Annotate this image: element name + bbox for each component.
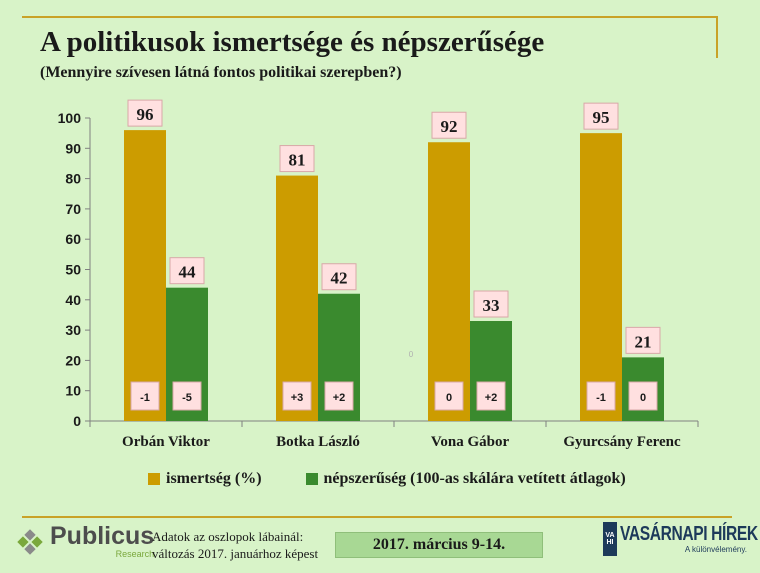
category-label: Vona Gábor	[431, 434, 510, 450]
y-tick-label: 70	[65, 201, 81, 217]
category-label: Gyurcsány Ferenc	[563, 434, 681, 450]
change-badge	[628, 381, 658, 411]
publicus-diamond-icon	[17, 528, 43, 555]
vasarnapi-hirek-name: VASÁRNAPI HÍREK	[620, 523, 758, 545]
bar	[428, 142, 470, 422]
y-tick-label: 50	[65, 262, 81, 278]
value-label: 96	[137, 105, 154, 124]
legend-item-ismertseg: ismertség (%)	[148, 470, 262, 488]
change-badge	[324, 381, 354, 411]
value-label-box	[321, 263, 357, 291]
bar	[276, 175, 318, 421]
y-tick-label: 40	[65, 292, 81, 308]
value-label-box	[473, 290, 509, 318]
y-tick-label: 60	[65, 231, 81, 247]
bottom-rule	[22, 516, 732, 518]
value-label-box	[431, 111, 467, 139]
vh-mark-top: VA	[605, 532, 615, 539]
change-badge	[586, 381, 616, 411]
change-label: +3	[291, 392, 304, 404]
stray-zero-label: 0	[409, 350, 414, 359]
value-label: 44	[179, 263, 197, 282]
y-tick-label: 100	[58, 110, 82, 126]
y-tick-label: 80	[65, 171, 81, 187]
footnote-line-1: Adatok az oszlopok lábainál:	[152, 529, 304, 544]
value-label: 42	[331, 269, 348, 288]
change-label: 0	[640, 392, 646, 404]
vasarnapi-hirek-logo: VA HI VASÁRNAPI HÍREK A különvélemény.	[603, 522, 758, 556]
survey-date: 2017. március 9-14.	[335, 532, 543, 558]
vasarnapi-hirek-tagline: A különvélemény.	[684, 545, 747, 554]
legend-item-nepszeruseg: népszerűség (100-as skálára vetített átl…	[305, 470, 626, 488]
legend-swatch-nepszeruseg	[305, 473, 318, 485]
change-label: -1	[596, 392, 606, 404]
footnote: Adatok az oszlopok lábainál: változás 20…	[152, 528, 318, 562]
value-label-box	[169, 257, 205, 285]
legend: ismertség (%) népszerűség (100-as skálár…	[148, 470, 626, 488]
value-label-box	[127, 99, 163, 127]
bar	[580, 133, 622, 421]
chart-subtitle: (Mennyire szívesen látná fontos politika…	[40, 64, 402, 81]
change-badge	[434, 381, 464, 411]
bar-chart: 0 10 20 30 40 50 60 70 80 90 100 96 -1 44 -5 Orbán Vikt…	[58, 99, 699, 450]
y-tick-label: 0	[73, 413, 81, 429]
value-label-box	[583, 102, 619, 130]
value-label-box	[279, 145, 315, 173]
vasarnapi-hirek-mark-icon: VA HI	[603, 522, 617, 556]
footnote-line-2: változás 2017. januárhoz képest	[152, 546, 319, 561]
change-badge	[476, 381, 506, 411]
value-label: 81	[289, 151, 306, 170]
publicus-logo: Publicus Research	[16, 524, 154, 559]
category-label: Orbán Viktor	[122, 434, 210, 450]
vh-mark-bottom: HI	[606, 539, 614, 546]
publicus-logo-sub: Research	[115, 549, 155, 559]
change-label: 0	[446, 392, 452, 404]
value-label: 95	[593, 108, 610, 127]
bar	[124, 130, 166, 421]
change-label: -1	[140, 392, 150, 404]
top-rule-corner	[716, 16, 718, 58]
legend-swatch-ismertseg	[148, 473, 160, 485]
legend-label-ismertseg: ismertség (%)	[166, 470, 262, 487]
legend-label-nepszeruseg: népszerűség (100-as skálára vetített átl…	[323, 470, 626, 487]
publicus-logo-name: Publicus	[50, 522, 155, 550]
value-label: 92	[441, 117, 458, 136]
y-tick-label: 20	[65, 352, 81, 368]
chart-title: A politikusok ismertsége és népszerűsége	[40, 26, 545, 58]
change-badge	[130, 381, 160, 411]
y-tick-label: 10	[65, 383, 81, 399]
y-tick-label: 30	[65, 322, 81, 338]
change-label: -5	[182, 392, 192, 404]
top-rule	[22, 16, 718, 18]
change-badge	[282, 381, 312, 411]
y-tick-label: 90	[65, 140, 81, 156]
category-label: Botka László	[276, 434, 360, 450]
change-badge	[172, 381, 202, 411]
change-label: +2	[485, 392, 498, 404]
change-label: +2	[333, 392, 346, 404]
value-label: 21	[635, 332, 652, 351]
value-label-box	[625, 326, 661, 354]
value-label: 33	[483, 296, 500, 315]
